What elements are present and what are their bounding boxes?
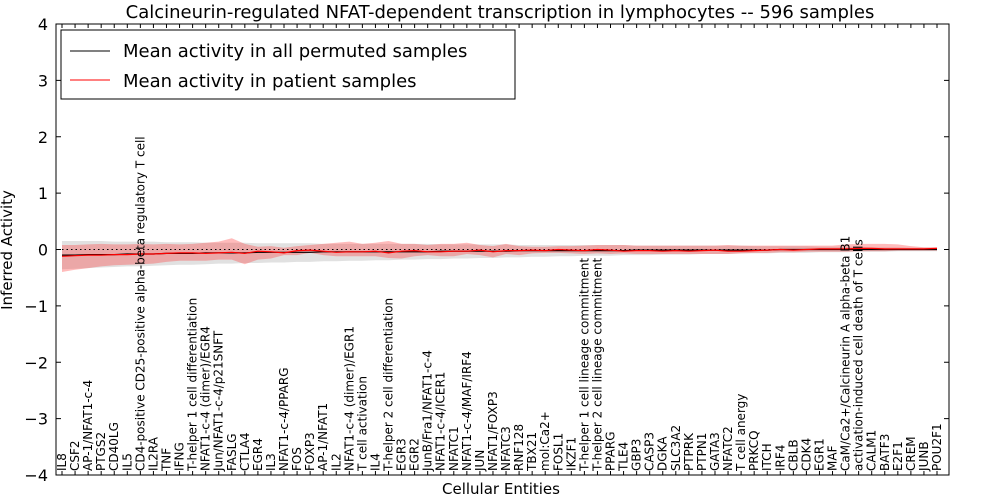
x-tick-label: JunB/Fra1/NFAT1-c-4 xyxy=(421,350,435,472)
x-tick-label: ITCH xyxy=(760,443,774,471)
x-tick-label: PTPN1 xyxy=(695,433,709,471)
x-tick-label: IFNG xyxy=(173,442,187,471)
y-axis-label: Inferred Activity xyxy=(0,190,16,310)
x-tick-label: EGR2 xyxy=(408,438,422,471)
x-tick-label: CASP3 xyxy=(643,432,657,471)
x-tick-label: AP-1/NFAT1 xyxy=(316,403,330,471)
x-tick-label: EGR4 xyxy=(251,438,265,471)
x-tick-label: IL5 xyxy=(120,453,134,471)
chart-title: Calcineurin-regulated NFAT-dependent tra… xyxy=(126,2,875,23)
permuted-band xyxy=(62,241,937,270)
x-tick-label: activation-induced cell death of T cells xyxy=(852,239,866,471)
x-tick-label: NFAT1-c-4 (dimer)/EGR1 xyxy=(342,326,356,471)
x-tick-label: FOXP3 xyxy=(303,432,317,471)
x-tick-label: T-helper 2 cell differentiation xyxy=(382,298,396,472)
x-tick-label: PTPRK xyxy=(682,432,696,471)
x-tick-label: T-helper 1 cell differentiation xyxy=(186,298,200,472)
legend-box xyxy=(60,29,516,100)
x-tick-label: IL2RA xyxy=(146,436,160,471)
x-tick-label: CREM xyxy=(904,436,918,471)
x-tick-label: IL2 xyxy=(329,453,343,471)
x-tick-label: T-helper 1 cell lineage commitment xyxy=(577,258,591,472)
x-tick-label: POU2F1 xyxy=(930,423,944,471)
x-tick-label: NFAT1-c-4/MAF/IRF4 xyxy=(460,351,474,471)
x-tick-label: T cell activation xyxy=(355,376,369,472)
x-tick-label: Jun/NFAT1-c-4/p21SNFT xyxy=(212,330,226,472)
x-tick-label: NFAT1-c-4/PPARG xyxy=(277,367,291,471)
x-tick-label: JUNB xyxy=(917,441,931,472)
x-tick-label: IRF4 xyxy=(773,445,787,471)
x-tick-label: NFATC2 xyxy=(721,426,735,471)
x-tick-label: CBLB xyxy=(786,439,800,471)
x-tick-label: TNF xyxy=(160,448,174,472)
x-tick-label: mol:Ca2+ xyxy=(538,411,552,471)
plot-frame xyxy=(55,23,950,476)
y-tick-label: −4 xyxy=(24,466,48,485)
x-tick-label: NFAT1-c-4/ICER1 xyxy=(434,372,448,471)
x-tick-label: IL3 xyxy=(264,453,278,471)
y-tick-label: 3 xyxy=(38,71,48,90)
x-tick-label: PPARG xyxy=(604,431,618,471)
x-tick-label: MAF xyxy=(826,445,840,471)
y-tick-label: 1 xyxy=(38,184,48,203)
x-tick-label: PTGS2 xyxy=(94,432,108,471)
x-tick-label: T cell anergy xyxy=(734,394,748,472)
x-tick-label: CDK4 xyxy=(799,438,813,471)
x-tick-label: CD40LG xyxy=(107,422,121,471)
x-tick-label: NFAT1-c-4 (dimer)/EGR4 xyxy=(199,326,213,471)
x-tick-label: AP-1/NFAT1-c-4 xyxy=(81,380,95,471)
x-tick-label: SLC3A2 xyxy=(669,425,683,471)
y-tick-label: 0 xyxy=(38,241,48,260)
x-tick-label: IKZF1 xyxy=(564,437,578,471)
y-tick-label: 2 xyxy=(38,128,48,147)
category-labels: IL8 CSF2 AP-1/NFAT1-c-4 PTGS2 CD40LG IL5 CD4-p… xyxy=(55,136,944,472)
confidence-bands xyxy=(62,238,937,272)
x-tick-label: CALM1 xyxy=(865,430,879,471)
y-tick-label: −2 xyxy=(24,353,48,372)
x-tick-label: FOSL1 xyxy=(551,433,565,471)
x-tick-label: CD4-positive CD25-positive alpha-beta re… xyxy=(133,136,147,471)
x-tick-label: NFAT1/FOXP3 xyxy=(486,391,500,471)
x-tick-label: TLE4 xyxy=(617,442,631,472)
x-axis-label: Cellular Entities xyxy=(442,480,560,498)
x-tick-label: JUN xyxy=(473,450,487,472)
x-tick-label: TBX21 xyxy=(525,432,539,472)
x-tick-label: EGR3 xyxy=(395,438,409,471)
y-tick-label: −1 xyxy=(24,297,48,316)
y-tick-label: 4 xyxy=(38,15,48,34)
x-tick-label: BATF3 xyxy=(878,434,892,471)
x-tick-label: PRKCQ xyxy=(747,430,761,471)
patient-mean-line xyxy=(61,247,938,257)
x-tick-label: GATA3 xyxy=(708,432,722,471)
x-tick-label: GBP3 xyxy=(630,439,644,471)
legend: Mean activity in all permuted samples Me… xyxy=(60,29,516,100)
series-lines xyxy=(61,247,938,257)
y-tick-label: −3 xyxy=(24,410,48,429)
x-tick-label: RNF128 xyxy=(512,424,526,471)
x-tick-label: NFATC3 xyxy=(499,426,513,471)
x-tick-label: FASLG xyxy=(225,433,239,471)
x-tick-label: EGR1 xyxy=(813,438,827,471)
legend-label-patient: Mean activity in patient samples xyxy=(123,71,417,92)
legend-label-permuted: Mean activity in all permuted samples xyxy=(123,41,467,62)
x-tick-label: CaM/Ca2+/Calcineurin A alpha-beta B1 xyxy=(839,236,853,471)
x-tick-label: T-helper 2 cell lineage commitment xyxy=(590,258,604,472)
x-axis xyxy=(61,24,938,475)
x-tick-label: FOS xyxy=(290,447,304,471)
x-tick-label: CSF2 xyxy=(68,440,82,471)
x-tick-label: NFATC1 xyxy=(447,426,461,471)
x-tick-label: DGKA xyxy=(656,436,670,471)
x-tick-label: IL8 xyxy=(55,453,69,471)
patient-band xyxy=(62,238,937,272)
x-tick-label: CTLA4 xyxy=(238,432,252,471)
x-tick-label: E2F1 xyxy=(891,441,905,471)
x-tick-label: IL4 xyxy=(368,453,382,471)
